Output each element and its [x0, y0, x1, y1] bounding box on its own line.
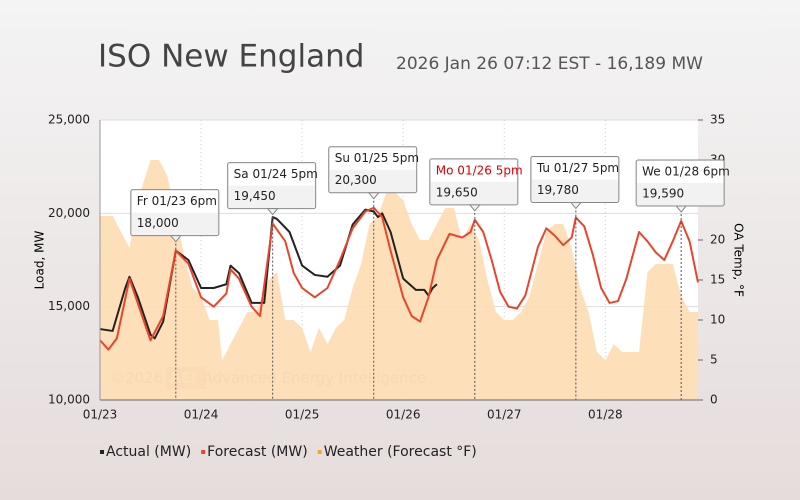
y-tick-label: 15,000 — [48, 299, 90, 313]
callout-value: 18,000 — [137, 216, 179, 230]
callout-pointer — [266, 208, 279, 216]
series-line — [99, 208, 438, 340]
callout-head — [430, 159, 517, 182]
y-tick-label: 25,000 — [48, 113, 90, 127]
callout-head — [531, 157, 618, 180]
callout-pointer — [468, 204, 481, 212]
x-tick-label: 01/26 — [386, 408, 421, 422]
y-axis-label: Load, MW — [33, 231, 47, 290]
callout-pointer — [675, 205, 688, 213]
callout-label: Mo 01/26 5pm — [436, 163, 523, 177]
callout-head — [131, 190, 218, 213]
y2-tick-label: 0 — [710, 393, 718, 407]
y2-tick-label: 15 — [710, 273, 725, 287]
callout-value: 19,450 — [234, 189, 276, 203]
callout-label: We 01/28 6pm — [642, 164, 730, 178]
x-tick-label: 01/27 — [487, 408, 522, 422]
legend-label: Weather (Forecast °F) — [324, 444, 477, 460]
callout-pointer — [169, 235, 182, 243]
y2-tick-label: 5 — [710, 353, 718, 367]
callout-head — [228, 163, 315, 186]
legend-label: Actual (MW) — [106, 444, 191, 460]
y2-tick-label: 20 — [710, 233, 725, 247]
callout-value: 20,300 — [335, 173, 377, 187]
callout-label: Fr 01/23 6pm — [137, 194, 217, 208]
legend-label: Forecast (MW) — [207, 444, 308, 460]
legend-swatch — [201, 450, 206, 454]
callout-value: 19,650 — [436, 185, 478, 199]
callout-value: 19,780 — [537, 183, 579, 197]
x-tick-label: 01/28 — [588, 408, 623, 422]
series-line — [99, 206, 699, 351]
callout-pointer — [569, 201, 582, 210]
legend-swatch — [100, 450, 104, 454]
y2-tick-label: 10 — [710, 313, 725, 327]
chart-subtitle: 2026 Jan 26 07:12 EST - 16,189 MW — [396, 54, 703, 74]
callout-head — [329, 147, 416, 170]
x-tick-label: 01/24 — [184, 408, 219, 422]
callout-pointer — [367, 192, 380, 200]
x-tick-label: 01/25 — [285, 408, 320, 422]
callout-head — [637, 160, 724, 183]
y-tick-label: 10,000 — [48, 393, 90, 407]
y-tick-label: 20,000 — [48, 206, 90, 220]
legend-swatch — [317, 450, 322, 454]
y2-axis-label: OA Temp, °F — [732, 223, 746, 297]
x-tick-label: 01/23 — [83, 408, 118, 422]
callout-label: Tu 01/27 5pm — [536, 161, 619, 175]
y2-tick-label: 35 — [710, 113, 725, 127]
callout-label: Sa 01/24 5pm — [234, 167, 318, 181]
callout-value: 19,590 — [642, 186, 684, 200]
callout-label: Su 01/25 5pm — [335, 151, 419, 165]
chart-title: ISO New England — [98, 39, 364, 75]
